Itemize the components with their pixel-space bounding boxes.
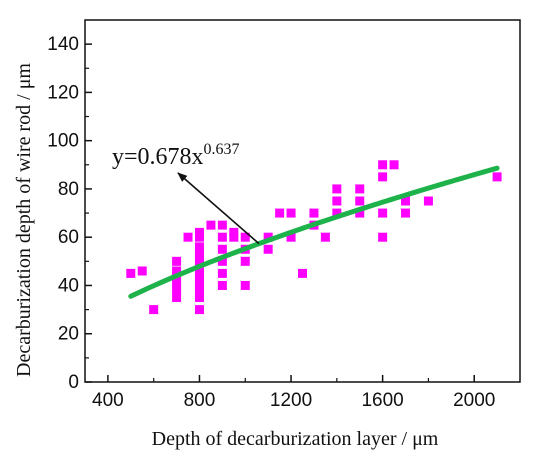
data-point-42 [320,232,330,242]
data-point-2 [149,305,159,315]
data-point-25 [217,244,227,254]
data-point-19 [194,232,204,242]
data-point-54 [401,208,411,218]
y-tick-label-140: 140 [47,34,79,55]
data-point-13 [194,280,204,290]
data-point-5 [172,280,182,290]
data-point-4 [172,285,182,295]
data-point-21 [206,220,216,230]
data-point-10 [194,305,204,315]
fit-annotation: y=0.678x0.637 [112,141,260,245]
data-point-51 [378,172,388,182]
data-point-11 [194,293,204,303]
annotation-arrow [177,172,260,245]
data-point-37 [286,232,296,242]
data-point-16 [194,256,204,266]
data-point-18 [194,242,204,252]
y-tick-label-0: 0 [68,372,79,393]
data-point-36 [275,208,285,218]
data-points [126,160,502,315]
data-point-26 [217,232,227,242]
data-point-48 [355,184,365,194]
fit-equation-main: y=0.678x [112,144,204,170]
x-tick-label-1600: 1600 [361,390,403,411]
data-point-3 [172,293,182,303]
data-point-28 [229,232,239,242]
data-point-57 [492,172,502,182]
data-point-1 [137,266,147,276]
data-point-56 [423,196,433,206]
data-point-47 [355,196,365,206]
y-axis-title: Decarburization depth of wire rod / μm [13,63,35,377]
y-tick-label-80: 80 [58,179,79,200]
data-point-49 [378,232,388,242]
data-point-0 [126,268,136,278]
y-tick-label-120: 120 [47,82,79,103]
data-point-20 [194,227,204,237]
data-point-50 [378,208,388,218]
data-point-22 [217,280,227,290]
data-point-24 [217,256,227,266]
data-point-38 [286,208,296,218]
data-point-43 [332,208,342,218]
data-point-41 [309,208,319,218]
data-point-27 [217,220,227,230]
data-point-55 [401,196,411,206]
x-axis-title: Depth of decarburization layer / μm [152,428,439,450]
x-tick-label-800: 800 [184,390,216,411]
x-tick-label-2000: 2000 [453,390,495,411]
x-tick-label-1200: 1200 [270,390,312,411]
axes: 400 800 1200 1600 2000 0 20 40 60 80 100 120 140 [47,19,521,411]
fit-curve [128,165,500,299]
data-point-52 [378,160,388,170]
data-point-33 [240,232,250,242]
data-point-8 [172,256,182,266]
y-tick-label-40: 40 [58,275,79,296]
fit-equation: y=0.678x0.637 [112,141,240,170]
data-point-45 [332,184,342,194]
data-point-23 [217,268,227,278]
data-point-39 [298,268,307,278]
x-tick-label-400: 400 [92,390,124,411]
fit-curve-group [128,165,500,299]
y-tick-label-100: 100 [47,131,79,152]
y-tick-label-60: 60 [58,227,79,248]
data-point-30 [240,280,250,290]
data-point-34 [263,244,273,254]
y-tick-label-20: 20 [58,324,79,345]
data-point-14 [194,273,204,283]
plot-frame [84,19,521,383]
data-point-12 [194,285,204,295]
data-point-7 [172,266,182,276]
data-point-53 [389,160,399,170]
data-point-17 [194,249,204,259]
data-point-46 [355,208,365,218]
data-point-29 [229,227,239,237]
data-point-44 [332,196,342,206]
data-point-35 [263,232,273,242]
data-point-31 [240,256,250,266]
fit-equation-exponent: 0.637 [204,141,240,158]
data-point-15 [194,266,204,276]
data-point-9 [183,232,193,242]
